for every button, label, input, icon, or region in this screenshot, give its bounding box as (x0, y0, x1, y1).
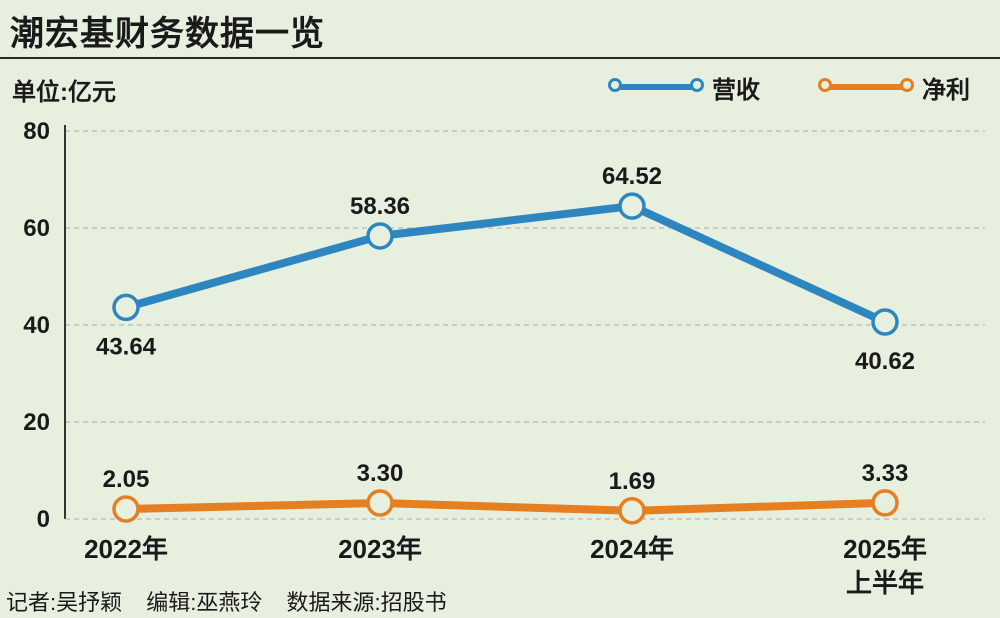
legend-profit-marker-left-icon (818, 78, 832, 92)
data-label-profit: 3.30 (357, 460, 404, 487)
y-tick-label: 0 (37, 506, 50, 533)
data-label-revenue: 43.64 (96, 333, 157, 360)
footer-reporter: 记者:吴抒颖 (6, 590, 123, 615)
legend-revenue-marker-right-icon (690, 78, 704, 92)
x-tick-label: 上半年 (846, 568, 924, 598)
x-tick-label: 2024年 (590, 534, 674, 564)
data-point-profit (112, 495, 140, 523)
data-point-revenue (871, 308, 899, 336)
data-label-profit: 2.05 (103, 466, 150, 493)
y-tick-label: 60 (23, 215, 50, 242)
legend-revenue-marker-left-icon (608, 78, 622, 92)
series-line-profit (122, 498, 889, 515)
legend-revenue-label: 营收 (712, 77, 760, 104)
y-tick-label: 20 (23, 409, 50, 436)
x-tick-label: 2023年 (338, 534, 422, 564)
legend-revenue-line-icon (610, 84, 702, 90)
data-point-profit (366, 489, 394, 517)
unit-label: 单位:亿元 (12, 79, 116, 106)
data-point-revenue (112, 293, 140, 322)
data-label-revenue: 40.62 (855, 348, 915, 375)
legend-profit-marker-right-icon (900, 78, 914, 92)
footer-credits: 记者:吴抒颖 编辑:巫燕玲 数据来源:招股书 (6, 585, 461, 617)
legend-profit-label: 净利 (922, 77, 970, 104)
data-label-profit: 3.33 (862, 460, 909, 487)
data-label-profit: 1.69 (609, 468, 656, 495)
data-label-revenue: 58.36 (350, 193, 410, 220)
chart-title: 潮宏基财务数据一览 (10, 15, 325, 53)
x-tick-label: 2025年 (843, 534, 927, 564)
data-point-revenue (618, 192, 646, 220)
legend-profit-line-icon (820, 84, 912, 90)
data-label-revenue: 64.52 (602, 163, 662, 190)
footer-source: 数据来源:招股书 (286, 590, 447, 615)
y-tick-label: 40 (23, 312, 50, 339)
x-tick-label: 2022年 (84, 534, 168, 564)
series-line-revenue (122, 202, 889, 326)
title-divider (0, 57, 1000, 59)
footer-editor: 编辑:巫燕玲 (146, 590, 263, 615)
data-point-profit (871, 489, 899, 517)
data-point-profit (618, 497, 646, 525)
data-point-revenue (366, 222, 394, 250)
y-tick-label: 80 (23, 118, 50, 145)
legend: 营收 净利 (608, 70, 990, 104)
